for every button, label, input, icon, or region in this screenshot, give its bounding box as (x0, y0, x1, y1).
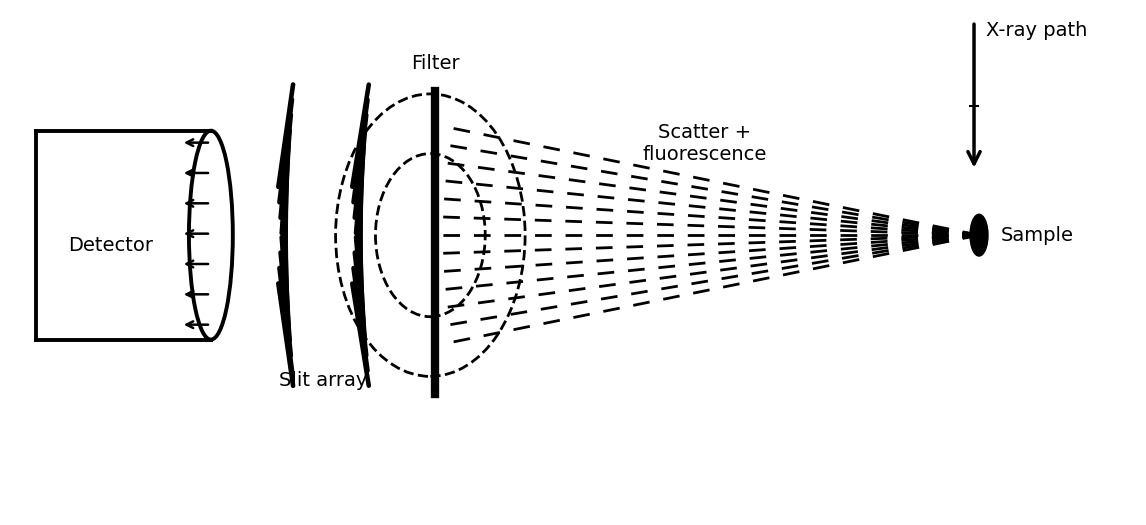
Text: Slit array: Slit array (278, 371, 368, 391)
Ellipse shape (970, 214, 988, 256)
Text: X-ray path: X-ray path (986, 22, 1088, 40)
Text: Sample: Sample (1000, 226, 1074, 245)
Text: Scatter +
fluorescence: Scatter + fluorescence (643, 123, 767, 164)
Text: Filter: Filter (411, 54, 460, 73)
Text: Detector: Detector (69, 236, 154, 255)
